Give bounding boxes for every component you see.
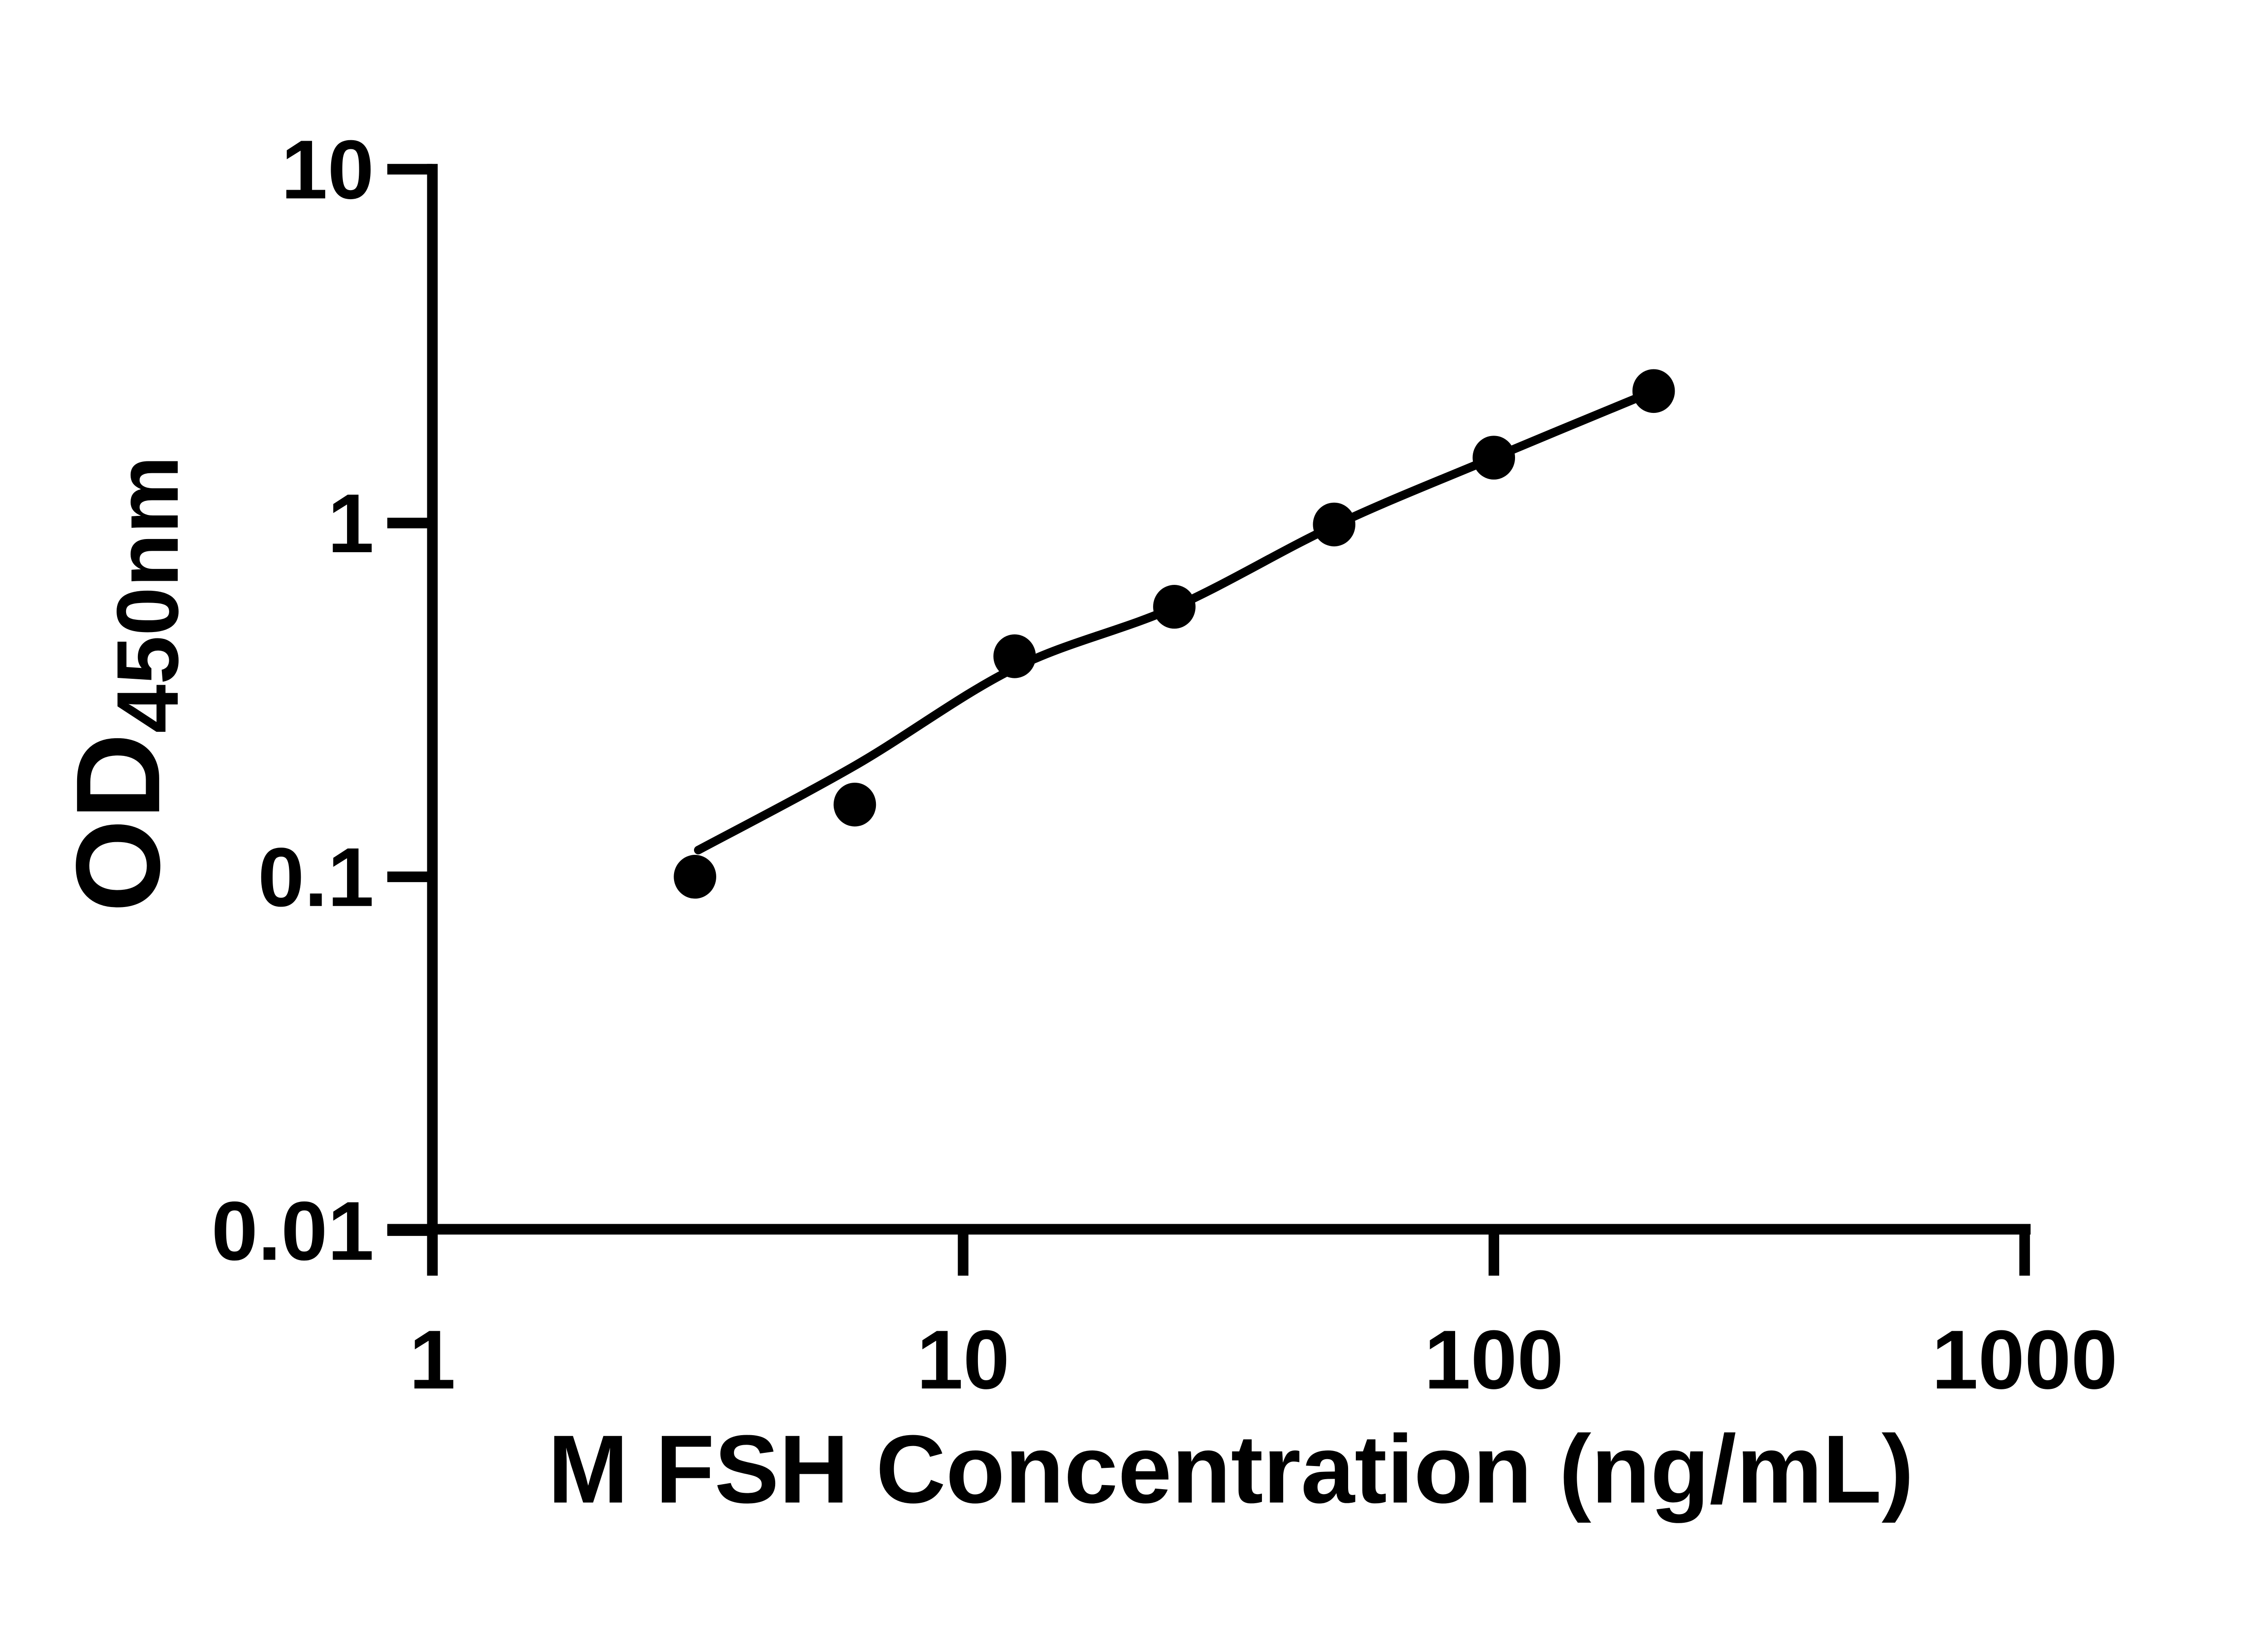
y-axis-tick-labels: 10 1 0.1 0.01 [211, 123, 374, 1278]
data-point-x6.25 [833, 782, 876, 827]
data-point-x50 [1313, 502, 1356, 547]
x-tick-label-1: 1 [409, 1313, 455, 1407]
y-axis-title-main: OD [51, 733, 185, 912]
x-axis-title: M FSH Concentration (ng/mL) [548, 1416, 1914, 1524]
y-tick-label-0.01: 0.01 [211, 1184, 374, 1278]
x-tick-label-1000: 1000 [1932, 1313, 2118, 1407]
x-tick-label-100: 100 [1424, 1313, 1564, 1407]
data-point-x12.5 [993, 634, 1036, 678]
data-point-x100 [1472, 436, 1515, 480]
data-point-x3.125 [674, 855, 716, 899]
data-point-x200 [1632, 369, 1675, 413]
y-tick-label-10: 10 [281, 123, 374, 216]
y-tick-label-1: 1 [327, 477, 374, 570]
data-point-x25 [1153, 585, 1196, 629]
x-axis-ticks [427, 1229, 2030, 1276]
x-axis-tick-labels: 1 10 100 1000 [409, 1313, 2117, 1407]
x-tick-label-10: 10 [917, 1313, 1010, 1407]
y-axis-ticks [387, 164, 433, 1236]
y-axis-title: OD450nm [51, 456, 196, 912]
y-tick-label-0.1: 0.1 [258, 831, 374, 924]
y-axis-title-subscript: 450nm [98, 456, 196, 733]
data-points [674, 369, 1675, 899]
